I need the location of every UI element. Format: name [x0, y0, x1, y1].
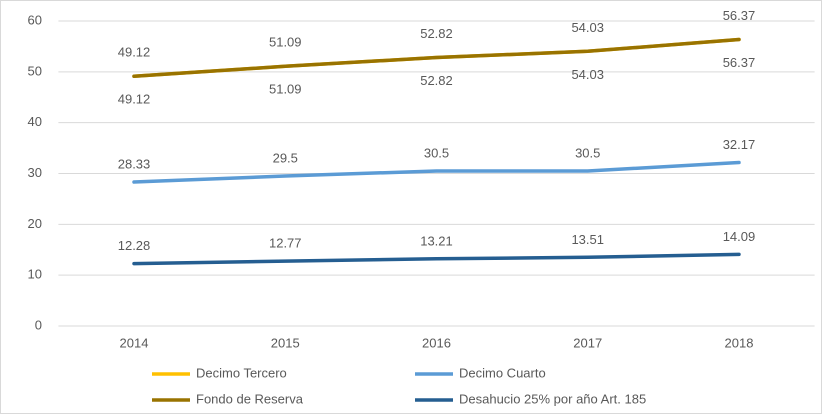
y-tick-label: 10 [28, 267, 42, 282]
data-label: 28.33 [118, 156, 151, 171]
data-label: 51.09 [269, 35, 302, 50]
series-line [132, 37, 741, 79]
legend-label: Desahucio 25% por año Art. 185 [459, 391, 646, 406]
data-label: 29.5 [273, 150, 298, 165]
series-line [132, 252, 741, 266]
data-label: 52.82 [420, 73, 453, 88]
data-label: 54.03 [571, 67, 604, 82]
y-tick-label: 50 [28, 63, 42, 78]
y-tick-label: 0 [35, 317, 42, 332]
x-tick-label: 2017 [573, 335, 602, 350]
data-label: 13.21 [420, 233, 453, 248]
data-label: 12.28 [118, 238, 151, 253]
data-label: 13.51 [571, 232, 604, 247]
data-label: 49.12 [118, 92, 151, 107]
x-tick-label: 2014 [120, 335, 149, 350]
x-tick-label: 2016 [422, 335, 451, 350]
legend-label: Fondo de Reserva [196, 391, 304, 406]
data-label: 14.09 [723, 229, 756, 244]
x-tick-label: 2018 [725, 335, 754, 350]
legend-label: Decimo Cuarto [459, 365, 546, 380]
data-label: 30.5 [575, 145, 600, 160]
legend-label: Decimo Tercero [196, 365, 287, 380]
y-tick-label: 30 [28, 165, 42, 180]
data-label: 49.12 [118, 45, 151, 60]
data-label: 51.09 [269, 82, 302, 97]
data-label: 32.17 [723, 137, 756, 152]
y-tick-label: 20 [28, 216, 42, 231]
y-tick-label: 40 [28, 114, 42, 129]
data-label: 52.82 [420, 26, 453, 41]
data-label: 30.5 [424, 145, 449, 160]
data-label: 56.37 [723, 8, 756, 23]
y-tick-label: 60 [28, 12, 42, 27]
data-label: 54.03 [571, 20, 604, 35]
x-tick-label: 2015 [271, 335, 300, 350]
data-label: 56.37 [723, 55, 756, 70]
data-label: 12.77 [269, 236, 302, 251]
series-line [132, 160, 741, 184]
